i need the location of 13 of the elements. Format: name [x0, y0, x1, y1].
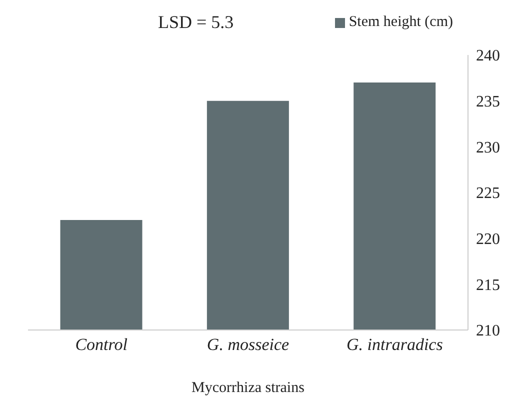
x-tick-label: G. intraradics — [346, 335, 444, 354]
text: LSD = 5.3 — [158, 12, 234, 33]
legend-label: Stem height (cm) — [348, 14, 453, 30]
y-tick-label: 235 — [476, 94, 500, 111]
x-tick-label: G. mosseice — [206, 335, 290, 354]
x-axis-title: Mycorrhiza strains — [192, 380, 305, 396]
y-tick-label: 220 — [476, 231, 500, 248]
y-tick-label: 240 — [476, 48, 500, 65]
y-tick-label: 225 — [476, 185, 500, 202]
x-tick-label: Control — [75, 335, 128, 354]
y-tick-label: 210 — [476, 322, 500, 340]
y-tick-label: 215 — [476, 276, 500, 294]
y-tick-label: 230 — [476, 139, 500, 156]
